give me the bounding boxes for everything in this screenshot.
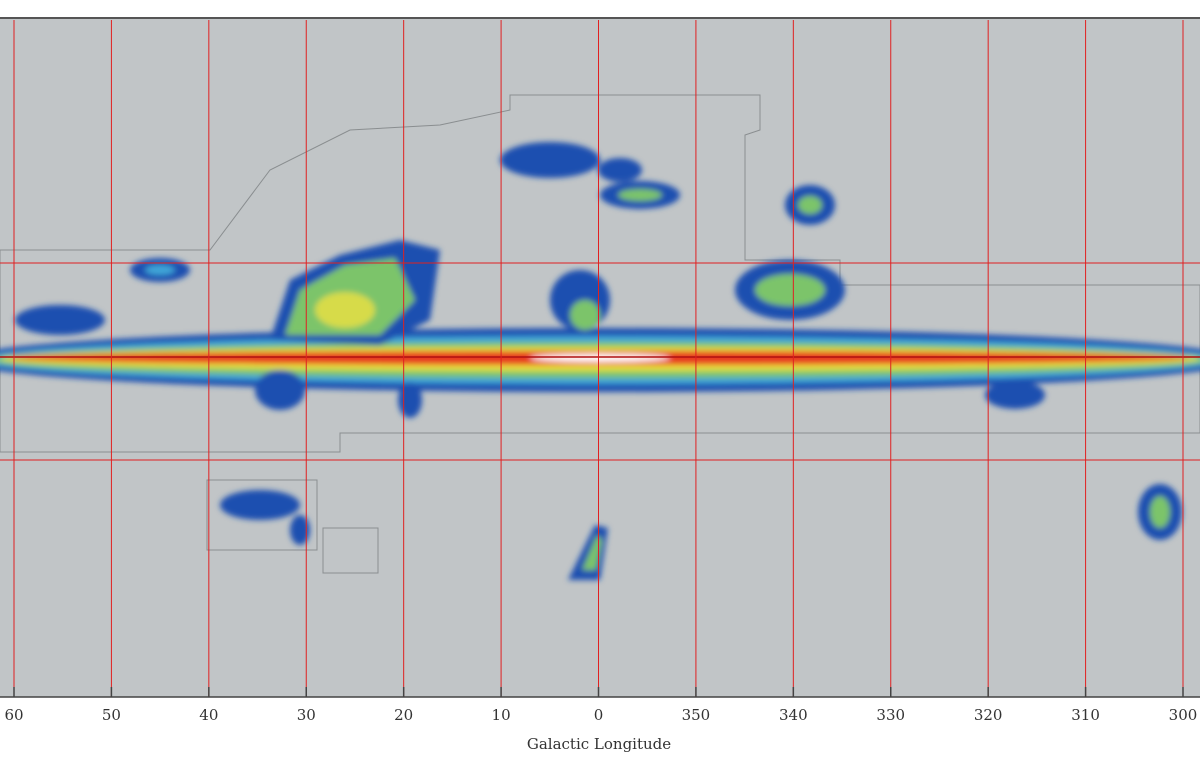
x-tick-label: 330: [876, 706, 905, 724]
survey-outline: [0, 94, 1200, 574]
x-tick-label: 0: [594, 706, 604, 724]
x-tick-label: 30: [297, 706, 316, 724]
x-tick-label: 350: [682, 706, 711, 724]
x-tick-label: 340: [779, 706, 808, 724]
emission: [0, 142, 1200, 580]
x-tick-label: 320: [974, 706, 1003, 724]
latitude-lines: [0, 262, 1200, 461]
x-tick-label: 20: [394, 706, 413, 724]
x-axis-label: Galactic Longitude: [527, 735, 671, 753]
x-tick-label: 60: [4, 706, 23, 724]
x-tick-label: 10: [492, 706, 511, 724]
x-tick-label: 310: [1071, 706, 1100, 724]
x-tick-label: 40: [199, 706, 218, 724]
x-tick-label: 50: [102, 706, 121, 724]
x-tick-label: 300: [1169, 706, 1198, 724]
